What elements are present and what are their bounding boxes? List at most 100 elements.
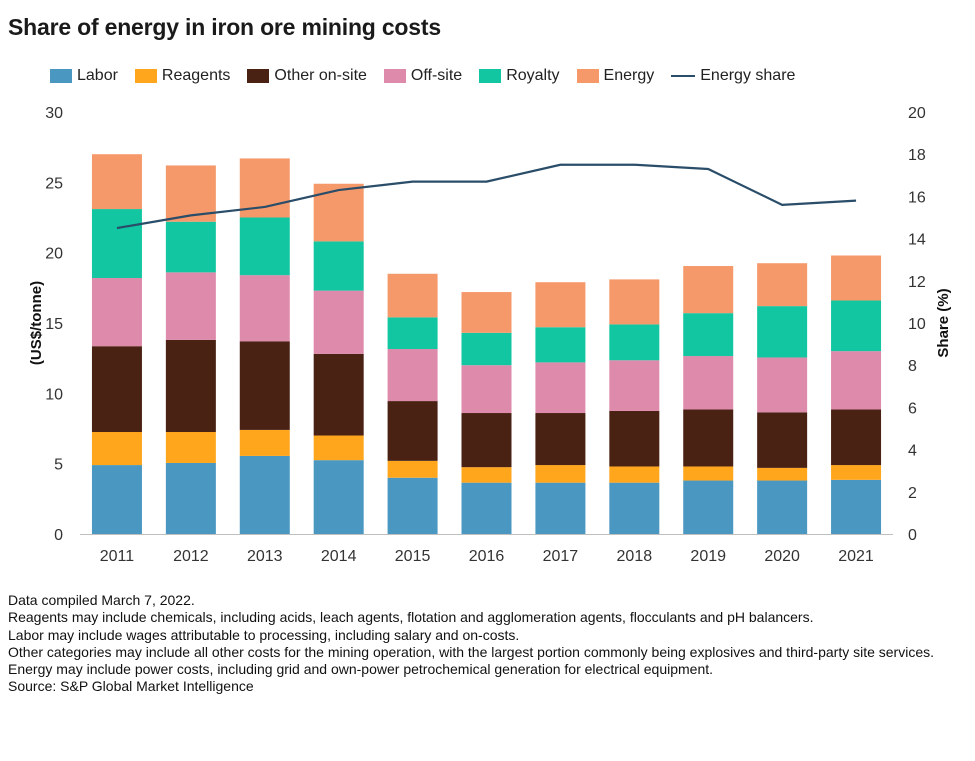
bar-segment-labor-2015	[387, 477, 438, 534]
bar-segment-royalty-2019	[683, 313, 734, 357]
legend-label: Energy	[603, 67, 655, 84]
bar-segment-other-on-site-2021	[831, 409, 882, 466]
legend-item-energy: Energy	[576, 67, 655, 85]
bar-segment-reagents-2020	[757, 467, 808, 481]
y2-tick-label: 0	[908, 527, 917, 544]
bar-segment-labor-2012	[165, 462, 216, 534]
chart-title: Share of energy in iron ore mining costs	[8, 14, 441, 40]
bar-segment-labor-2016	[461, 482, 512, 534]
x-tick-label: 2011	[100, 548, 135, 565]
note-energy: Energy may include power costs, includin…	[8, 661, 714, 678]
y-tick-label: 30	[45, 105, 63, 122]
bar-segment-energy-2019	[683, 266, 734, 314]
bar-segment-off-site-2011	[91, 277, 142, 347]
y2-tick-label: 6	[908, 400, 917, 417]
note-data-compiled: Data compiled March 7, 2022.	[8, 592, 195, 608]
bar-segment-other-on-site-2020	[757, 412, 808, 468]
bar-segment-reagents-2021	[831, 465, 882, 480]
bar-segment-royalty-2012	[165, 221, 216, 273]
bar-segment-royalty-2016	[461, 332, 512, 366]
bar-segment-labor-2013	[239, 455, 290, 534]
bar-segment-reagents-2018	[609, 466, 660, 483]
bar-segment-other-on-site-2011	[91, 346, 142, 433]
bar-segment-royalty-2011	[91, 209, 142, 278]
y-tick-label: 20	[45, 246, 63, 263]
y-tick-label: 0	[54, 527, 63, 544]
y2-tick-label: 12	[908, 274, 926, 291]
bar-segment-energy-2015	[387, 273, 438, 318]
x-tick-label: 2019	[690, 548, 726, 565]
legend-line-marker	[671, 75, 696, 77]
chart-legend: Labor Reagents Other on-site Off-site Royalt…	[50, 64, 812, 88]
bar-segment-labor-2019	[683, 480, 734, 534]
note-labor: Labor may include wages attributable to …	[8, 626, 520, 643]
legend-label: Reagents	[161, 67, 231, 84]
y2-tick-label: 4	[908, 443, 917, 460]
x-tick-label: 2021	[838, 548, 874, 565]
bar-segment-other-on-site-2014	[313, 353, 364, 436]
bar-segment-off-site-2014	[313, 290, 364, 354]
bar-segment-energy-2014	[313, 183, 364, 242]
y-tick-label: 15	[45, 316, 63, 333]
y-tick-label: 10	[45, 386, 63, 403]
x-tick-label: 2015	[395, 548, 431, 565]
bar-segment-labor-2020	[757, 480, 808, 534]
bar-segment-royalty-2021	[831, 300, 882, 352]
legend-swatch	[247, 69, 270, 83]
bar-segment-royalty-2015	[387, 317, 438, 350]
legend-item-labor: Labor	[50, 67, 118, 85]
x-tick-label: 2014	[321, 548, 357, 565]
note-reagents: Reagents may include chemicals, includin…	[8, 609, 814, 626]
bar-segment-labor-2017	[535, 482, 586, 534]
y2-tick-label: 20	[908, 105, 926, 122]
y2-tick-label: 18	[908, 147, 926, 164]
y2-axis-title: Share (%)	[935, 288, 952, 357]
bar-segment-other-on-site-2012	[165, 339, 216, 433]
y-axis-title: (US$/tonne)	[28, 281, 45, 365]
chart-notes: Data compiled March 7, 2022. Reagents ma…	[8, 592, 958, 696]
y2-tick-label: 8	[908, 358, 917, 375]
legend-label: Energy share	[700, 67, 796, 84]
bar-segment-royalty-2020	[757, 306, 808, 358]
y2-tick-label: 16	[908, 189, 926, 206]
bar-segment-royalty-2014	[313, 241, 364, 291]
legend-swatch	[576, 69, 599, 83]
bar-segment-off-site-2019	[683, 356, 734, 410]
legend-swatch	[383, 69, 406, 83]
x-tick-label: 2016	[469, 548, 505, 565]
energy-share-line	[116, 163, 857, 230]
y2-tick-label: 2	[908, 485, 917, 502]
stacked-bar-chart: 0 5 10 15 20 25 30 0 2 4 6 8 10 12 14 16 18 20 (US$/tonne)…	[28, 105, 952, 565]
note-source: Source: S&P Global Market Intelligence	[8, 678, 254, 695]
x-tick-label: 2012	[173, 548, 209, 565]
y-tick-label: 25	[45, 175, 63, 192]
bar-segment-royalty-2017	[535, 327, 586, 363]
legend-label: Labor	[77, 67, 118, 84]
bar-segment-reagents-2012	[165, 432, 216, 463]
bar-segment-other-on-site-2015	[387, 401, 438, 461]
bar-segment-royalty-2018	[609, 324, 660, 361]
bar-segment-other-on-site-2018	[609, 410, 660, 467]
legend-label: Off-site	[410, 67, 463, 84]
legend-label: Royalty	[506, 67, 560, 84]
bar-segment-off-site-2013	[239, 275, 290, 342]
bar-segment-labor-2011	[91, 465, 142, 534]
legend-swatch	[134, 69, 157, 83]
bar-segment-labor-2014	[313, 460, 364, 534]
bar-segment-energy-2017	[535, 282, 586, 328]
bar-segment-reagents-2017	[535, 465, 586, 483]
bar-segment-energy-2018	[609, 279, 660, 325]
bar-segment-off-site-2016	[461, 365, 512, 414]
legend-swatch	[479, 69, 502, 83]
bar-segment-off-site-2021	[831, 351, 882, 410]
legend-item-royalty: Royalty	[479, 67, 560, 85]
bar-segment-off-site-2020	[757, 357, 808, 413]
x-tick-label: 2017	[543, 548, 579, 565]
legend-label: Other on-site	[274, 67, 367, 84]
bar-segment-energy-2012	[165, 165, 216, 222]
bar-segment-reagents-2014	[313, 435, 364, 461]
bar-segment-energy-2020	[757, 263, 808, 307]
y2-tick-label: 10	[908, 316, 926, 333]
bar-segment-off-site-2018	[609, 360, 660, 411]
bar-segment-off-site-2012	[165, 272, 216, 340]
